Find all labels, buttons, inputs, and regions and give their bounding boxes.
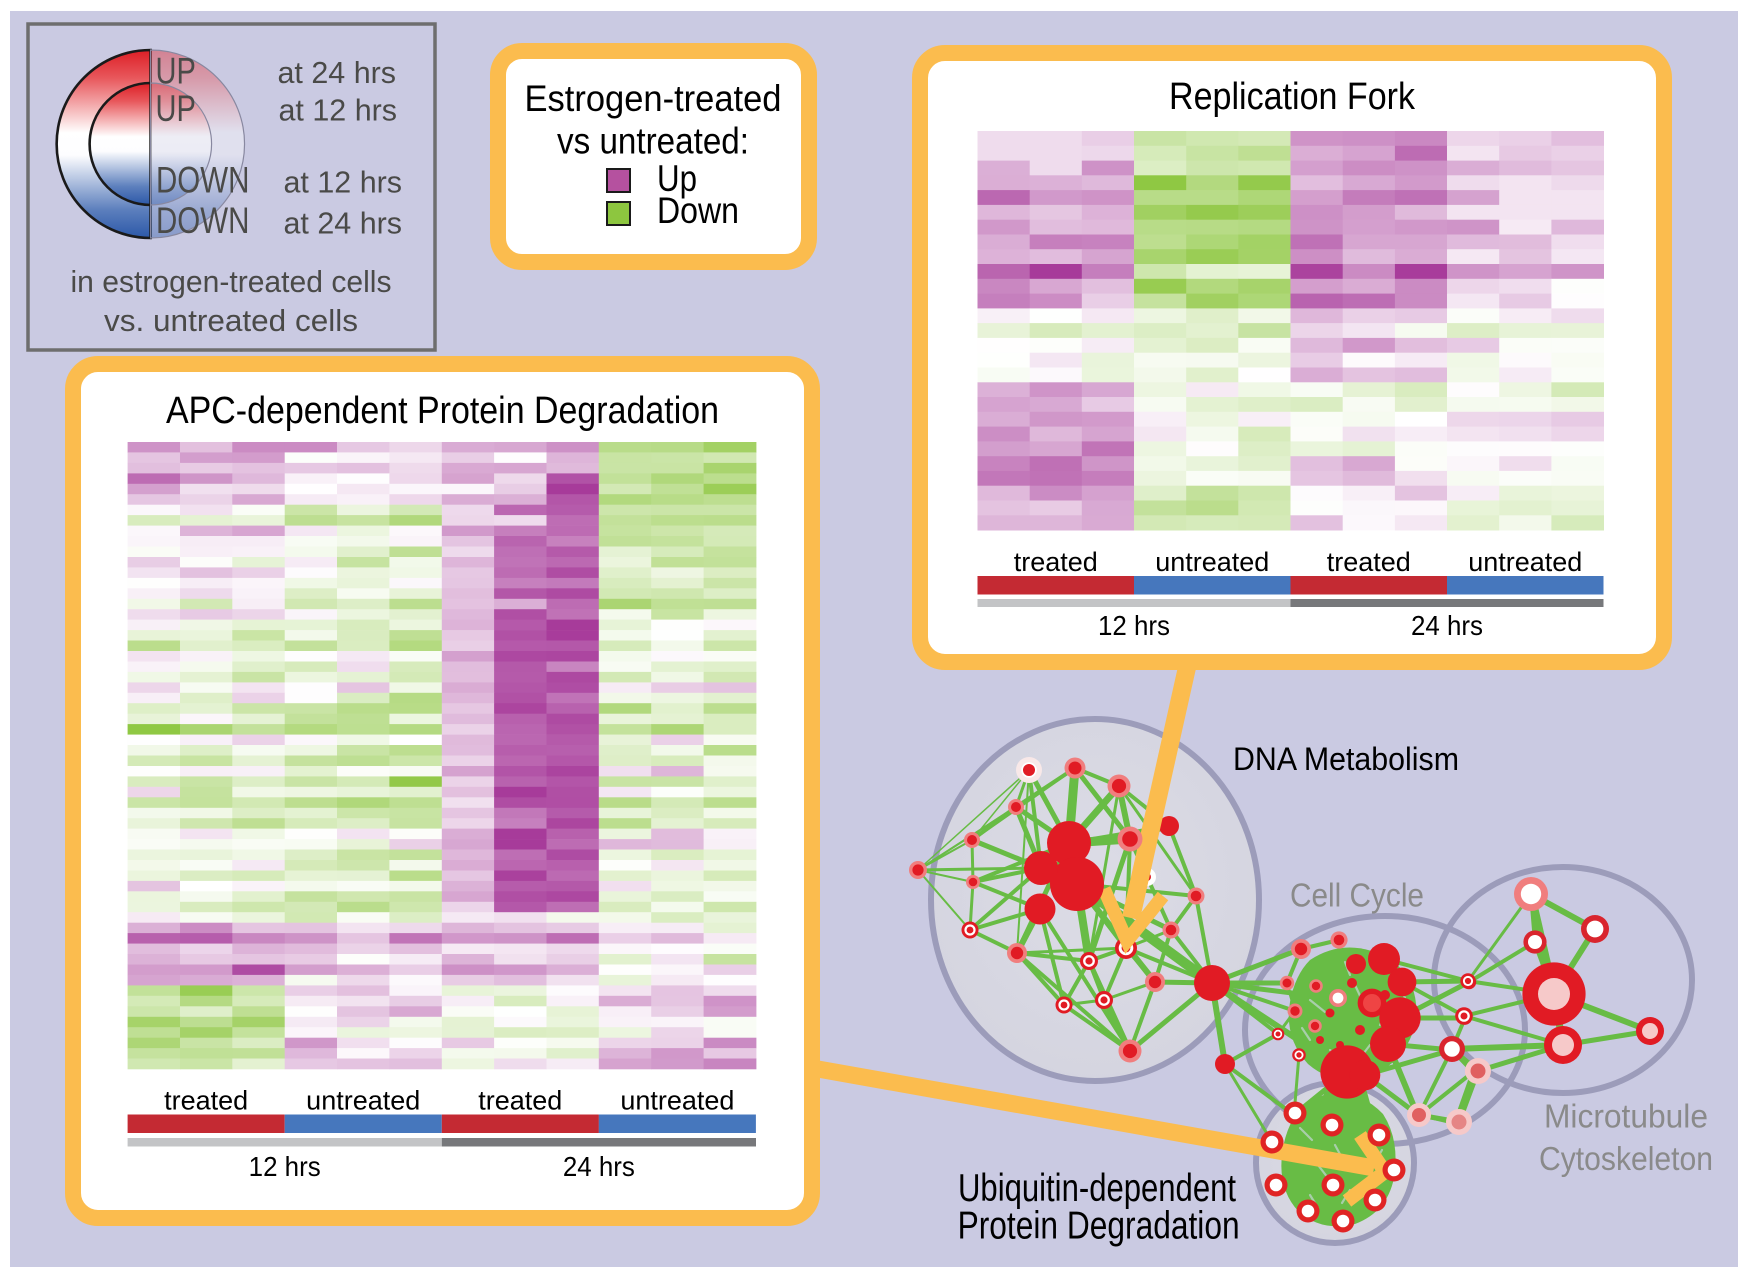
svg-text:24 hrs: 24 hrs [563, 1151, 635, 1182]
svg-text:DOWN: DOWN [156, 160, 249, 201]
svg-text:12 hrs: 12 hrs [249, 1151, 321, 1182]
svg-text:12 hrs: 12 hrs [1098, 610, 1170, 641]
svg-text:untreated: untreated [1468, 547, 1582, 577]
svg-text:treated: treated [1014, 547, 1098, 577]
svg-text:Ubiquitin-dependent: Ubiquitin-dependent [958, 1167, 1236, 1210]
svg-text:Estrogen-treated: Estrogen-treated [525, 78, 782, 119]
svg-text:Protein Degradation: Protein Degradation [958, 1205, 1240, 1248]
svg-text:treated: treated [164, 1086, 248, 1116]
svg-text:UP: UP [156, 51, 196, 92]
svg-text:APC-dependent Protein Degradat: APC-dependent Protein Degradation [166, 390, 719, 432]
svg-text:untreated: untreated [306, 1086, 420, 1116]
svg-text:untreated: untreated [620, 1086, 734, 1116]
svg-text:Microtubule: Microtubule [1544, 1098, 1708, 1135]
svg-text:DNA Metabolism: DNA Metabolism [1233, 741, 1459, 777]
svg-text:at 12 hrs: at 12 hrs [279, 93, 398, 128]
svg-text:Cytoskeleton: Cytoskeleton [1539, 1140, 1713, 1177]
svg-text:at 24 hrs: at 24 hrs [278, 55, 397, 90]
svg-text:Cell Cycle: Cell Cycle [1290, 877, 1424, 914]
svg-text:Replication Fork: Replication Fork [1169, 76, 1416, 118]
svg-text:in estrogen-treated cells: in estrogen-treated cells [71, 264, 392, 299]
svg-text:UP: UP [156, 88, 196, 129]
svg-text:treated: treated [1327, 547, 1411, 577]
svg-text:at 24 hrs: at 24 hrs [284, 205, 403, 240]
svg-text:DOWN: DOWN [156, 200, 249, 241]
svg-text:treated: treated [478, 1086, 562, 1116]
svg-text:Up: Up [657, 158, 697, 199]
svg-text:vs untreated:: vs untreated: [557, 120, 749, 161]
svg-text:at 12 hrs: at 12 hrs [284, 164, 403, 199]
svg-text:Down: Down [657, 190, 739, 231]
svg-text:24 hrs: 24 hrs [1411, 610, 1483, 641]
svg-text:untreated: untreated [1155, 547, 1269, 577]
svg-text:vs. untreated cells: vs. untreated cells [104, 303, 358, 338]
